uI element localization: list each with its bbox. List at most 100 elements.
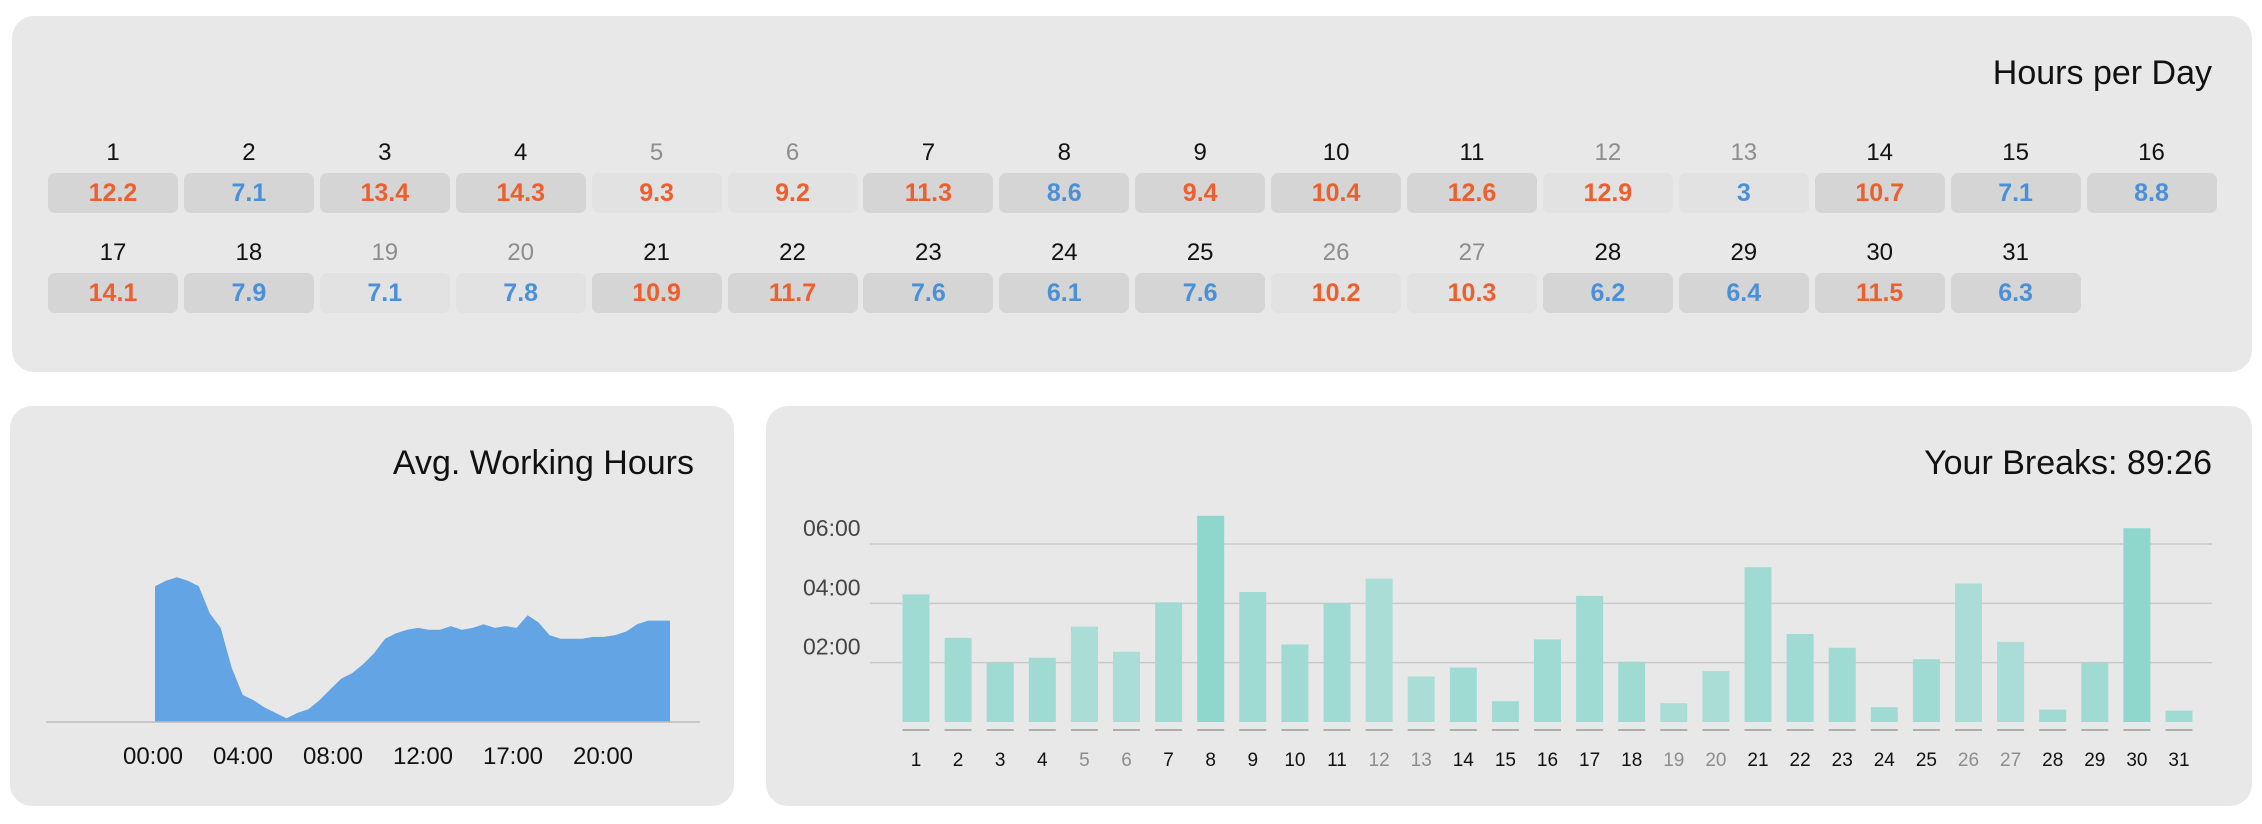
break-bar [1660, 703, 1688, 722]
break-bar [1534, 639, 1561, 722]
day-hours-badge: 3 [1678, 173, 1809, 213]
avg-working-hours-chart: 00:00 04:00 08:00 12:00 17:00 20:00 [46, 577, 700, 770]
day-cell: 12 12.9 [1542, 136, 1673, 224]
x-category-label: 7 [1163, 750, 1174, 771]
x-tick-label: 00:00 [123, 743, 183, 770]
break-bar [1786, 634, 1814, 722]
break-bar [1407, 676, 1435, 722]
day-hours-badge: 7.1 [319, 273, 450, 313]
day-cell: 9 9.4 [1135, 136, 1266, 224]
day-hours-badge: 7.9 [183, 273, 314, 313]
day-cell: 28 6.2 [1542, 236, 1673, 324]
break-bar [986, 662, 1014, 722]
break-bar [2123, 528, 2151, 722]
break-bar [1912, 659, 1940, 722]
day-hours-badge: 6.1 [999, 273, 1130, 313]
day-hours-badge: 14.1 [48, 273, 178, 313]
x-category-label: 1 [911, 750, 922, 771]
day-hours-badge: 12.2 [48, 173, 178, 213]
day-cell: 24 6.1 [999, 236, 1130, 324]
break-bar [1618, 661, 1646, 722]
avg-working-hours-title: Avg. Working Hours [392, 444, 694, 482]
day-number: 30 [1866, 239, 1894, 266]
x-category-label: 8 [1205, 750, 1216, 771]
break-bar [1828, 647, 1856, 722]
day-cell: 13 3 [1678, 136, 1809, 224]
x-category-label: 28 [2042, 750, 2063, 771]
x-category-label: 27 [2000, 750, 2021, 771]
day-number: 15 [2002, 139, 2029, 166]
x-category-label: 4 [1037, 750, 1048, 771]
break-bar [1870, 707, 1898, 722]
break-bar [1997, 641, 2025, 722]
day-number: 10 [1322, 139, 1350, 166]
y-tick-label: 02:00 [803, 634, 861, 660]
x-category-label: 23 [1832, 750, 1853, 771]
day-number: 21 [643, 239, 670, 266]
x-category-label: 24 [1874, 750, 1896, 771]
day-number: 18 [235, 239, 263, 266]
day-number: 2 [242, 139, 256, 166]
day-cell: 15 7.1 [1950, 136, 2081, 224]
day-hours-badge: 10.9 [591, 273, 722, 313]
day-hours-badge: 10.2 [1271, 273, 1402, 313]
day-cell: 7 11.3 [863, 136, 994, 224]
day-number: 16 [2138, 139, 2165, 166]
break-bar [1155, 602, 1183, 722]
x-category-label: 11 [1327, 750, 1347, 771]
x-category-label: 12 [1369, 750, 1390, 771]
x-tick-label: 17:00 [483, 743, 543, 770]
break-bar [1702, 671, 1730, 722]
hours-per-day-title: Hours per Day [1992, 54, 2212, 92]
x-tick-label: 20:00 [573, 743, 633, 770]
break-bar [1323, 603, 1351, 722]
day-cell: 14 10.7 [1814, 136, 1945, 224]
break-bar [1113, 651, 1140, 722]
y-tick-label: 04:00 [803, 574, 861, 600]
day-cell: 11 12.6 [1407, 136, 1537, 224]
day-number: 23 [915, 239, 942, 266]
day-hours-badge: 10.3 [1407, 273, 1537, 313]
day-number: 4 [514, 139, 528, 166]
break-bar [1197, 515, 1225, 722]
x-category-label: 2 [953, 750, 964, 771]
day-hours-badge: 7.1 [183, 173, 314, 213]
day-number: 20 [507, 239, 535, 266]
x-category-label: 25 [1916, 750, 1937, 771]
break-bar [1281, 644, 1309, 722]
day-number: 24 [1050, 239, 1078, 266]
day-number: 5 [649, 139, 664, 166]
x-category-label: 13 [1411, 750, 1432, 771]
break-bar [1239, 592, 1267, 722]
day-hours-badge: 7.6 [1135, 273, 1266, 313]
break-bar [902, 594, 930, 722]
x-category-label: 3 [995, 750, 1006, 771]
day-hours-badge: 7.6 [863, 273, 994, 313]
avg-working-hours-panel: Avg. Working Hours 00:00 04:00 08:00 12:00 1… [10, 406, 734, 806]
day-number: 14 [1866, 139, 1894, 166]
x-category-label: 30 [2126, 750, 2147, 771]
x-tick-label: 04:00 [213, 743, 273, 770]
break-bar [1576, 595, 1604, 722]
day-cell: 8 8.6 [999, 136, 1130, 224]
day-hours-badge: 6.2 [1542, 273, 1673, 313]
break-bar [2039, 709, 2067, 722]
x-category-label: 20 [1705, 750, 1726, 771]
day-hours-badge: 12.9 [1542, 173, 1673, 213]
day-number: 27 [1458, 239, 1486, 266]
x-category-label: 19 [1663, 750, 1684, 771]
x-category-label: 15 [1495, 750, 1516, 771]
day-hours-badge: 8.8 [2086, 173, 2217, 213]
x-tick-label: 08:00 [303, 743, 363, 770]
day-hours-badge: 11.7 [727, 273, 858, 313]
day-hours-badge: 7.1 [1950, 173, 2081, 213]
day-hours-badge: 13.4 [319, 173, 450, 213]
day-hours-badge: 10.4 [1271, 173, 1402, 213]
day-cell: 17 14.1 [48, 236, 178, 324]
day-hours-badge: 10.7 [1814, 173, 1945, 213]
working-hours-area [155, 577, 670, 722]
day-cell: 31 6.3 [1950, 236, 2081, 324]
break-bar [1070, 626, 1098, 722]
x-category-label: 26 [1958, 750, 1979, 771]
